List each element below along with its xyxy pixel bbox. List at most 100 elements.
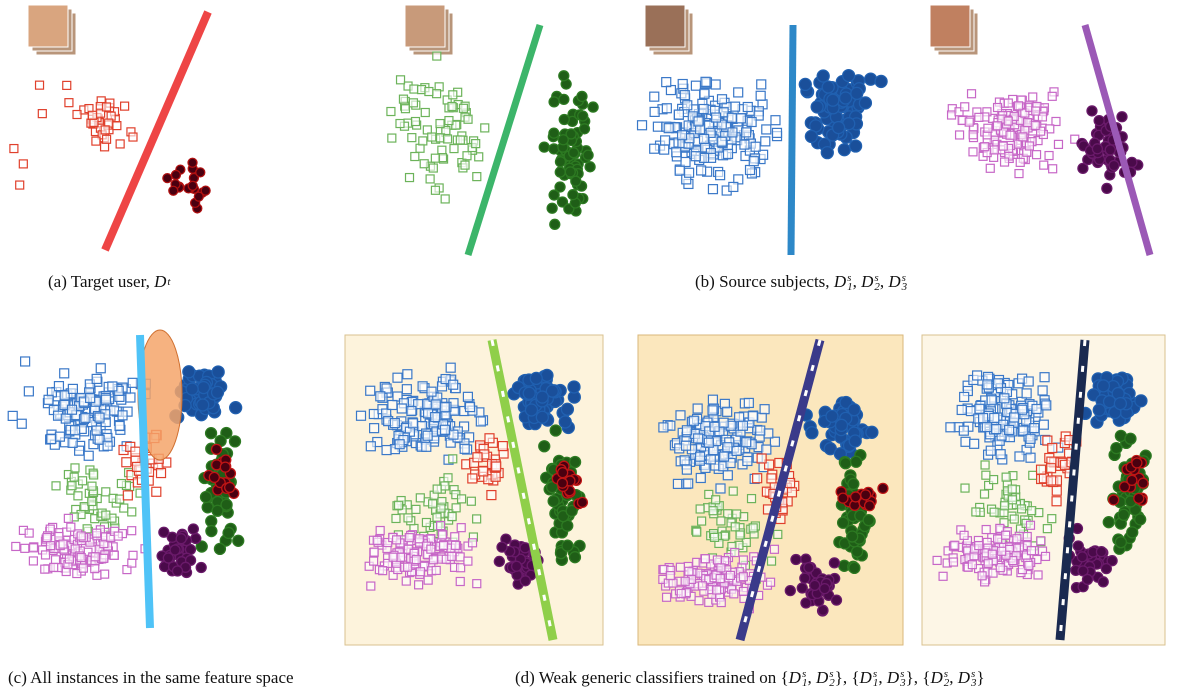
square-point — [1052, 486, 1061, 495]
square-point — [425, 88, 433, 96]
square-point — [697, 166, 706, 175]
square-point — [79, 477, 87, 485]
square-point — [427, 545, 435, 553]
square-point — [968, 90, 976, 98]
square-point — [122, 458, 131, 467]
square-point — [1042, 552, 1050, 560]
circle-point — [820, 584, 830, 594]
square-point — [748, 412, 757, 421]
caption-text: , — [853, 272, 862, 291]
square-point — [101, 570, 109, 578]
square-point — [456, 136, 464, 144]
square-point — [103, 441, 112, 450]
circle-point — [559, 94, 569, 104]
circle-point — [805, 130, 817, 142]
square-point — [451, 541, 459, 549]
square-point — [431, 154, 439, 162]
square-point — [55, 432, 64, 441]
square-point — [70, 473, 78, 481]
square-point — [444, 474, 452, 482]
square-point — [1048, 444, 1057, 453]
square-point — [88, 482, 96, 490]
square-point — [438, 531, 446, 539]
square-point — [17, 419, 26, 428]
circle-point — [206, 428, 217, 439]
circle-point — [838, 493, 848, 503]
square-point — [693, 528, 701, 536]
square-point — [421, 109, 429, 117]
square-point — [1054, 140, 1062, 148]
math-symbol: D — [887, 668, 899, 687]
square-point — [110, 551, 118, 559]
square-point — [1048, 92, 1056, 100]
square-point — [463, 152, 471, 160]
circle-point — [557, 478, 567, 488]
circle-point — [875, 75, 887, 87]
square-point — [101, 143, 109, 151]
circle-point — [549, 144, 559, 154]
square-point — [24, 387, 33, 396]
circle-point — [536, 411, 548, 423]
square-point — [433, 90, 441, 98]
square-point — [695, 597, 703, 605]
square-point — [1026, 453, 1035, 462]
circle-point — [212, 366, 224, 378]
square-point — [981, 461, 989, 469]
square-point — [88, 111, 96, 119]
circle-point — [541, 369, 553, 381]
circle-point — [548, 496, 559, 507]
circle-point — [588, 102, 598, 112]
square-point — [432, 566, 440, 574]
square-point — [751, 142, 760, 151]
square-point — [1027, 547, 1035, 555]
square-point — [718, 95, 727, 104]
square-point — [67, 405, 76, 414]
square-point — [672, 148, 681, 157]
square-point — [370, 424, 379, 433]
circle-point — [176, 534, 186, 544]
square-point — [717, 137, 726, 146]
square-point — [460, 444, 469, 453]
circle-point — [568, 381, 580, 393]
square-point — [650, 107, 659, 116]
square-point — [674, 110, 683, 119]
circle-point — [494, 556, 504, 566]
square-point — [52, 556, 60, 564]
square-point — [1004, 117, 1012, 125]
square-point — [401, 105, 409, 113]
circle-point — [810, 580, 820, 590]
square-point — [110, 406, 119, 415]
square-point — [36, 81, 44, 89]
square-point — [479, 467, 488, 476]
circle-point — [201, 186, 210, 195]
square-point — [987, 396, 996, 405]
face-thumbnail — [930, 5, 970, 47]
square-point — [1029, 93, 1037, 101]
square-point — [131, 447, 140, 456]
square-point — [761, 137, 770, 146]
square-point — [121, 102, 129, 110]
circle-point — [1073, 541, 1083, 551]
circle-point — [549, 128, 559, 138]
square-point — [1025, 142, 1033, 150]
circle-point — [1087, 106, 1097, 116]
square-point — [733, 510, 741, 518]
square-point — [64, 514, 72, 522]
circle-point — [852, 546, 863, 557]
square-point — [412, 505, 420, 513]
square-point — [978, 572, 986, 580]
superscript: t — [167, 278, 170, 287]
circle-point — [797, 583, 807, 593]
square-point — [424, 576, 432, 584]
circle-point — [200, 492, 211, 503]
square-point — [1049, 165, 1057, 173]
circle-point — [863, 515, 874, 526]
square-point — [757, 80, 766, 89]
square-point — [984, 559, 992, 567]
square-point — [410, 85, 418, 93]
square-point — [994, 104, 1002, 112]
square-point — [708, 185, 717, 194]
square-point — [403, 370, 412, 379]
circle-point — [833, 122, 845, 134]
circle-point — [555, 167, 565, 177]
